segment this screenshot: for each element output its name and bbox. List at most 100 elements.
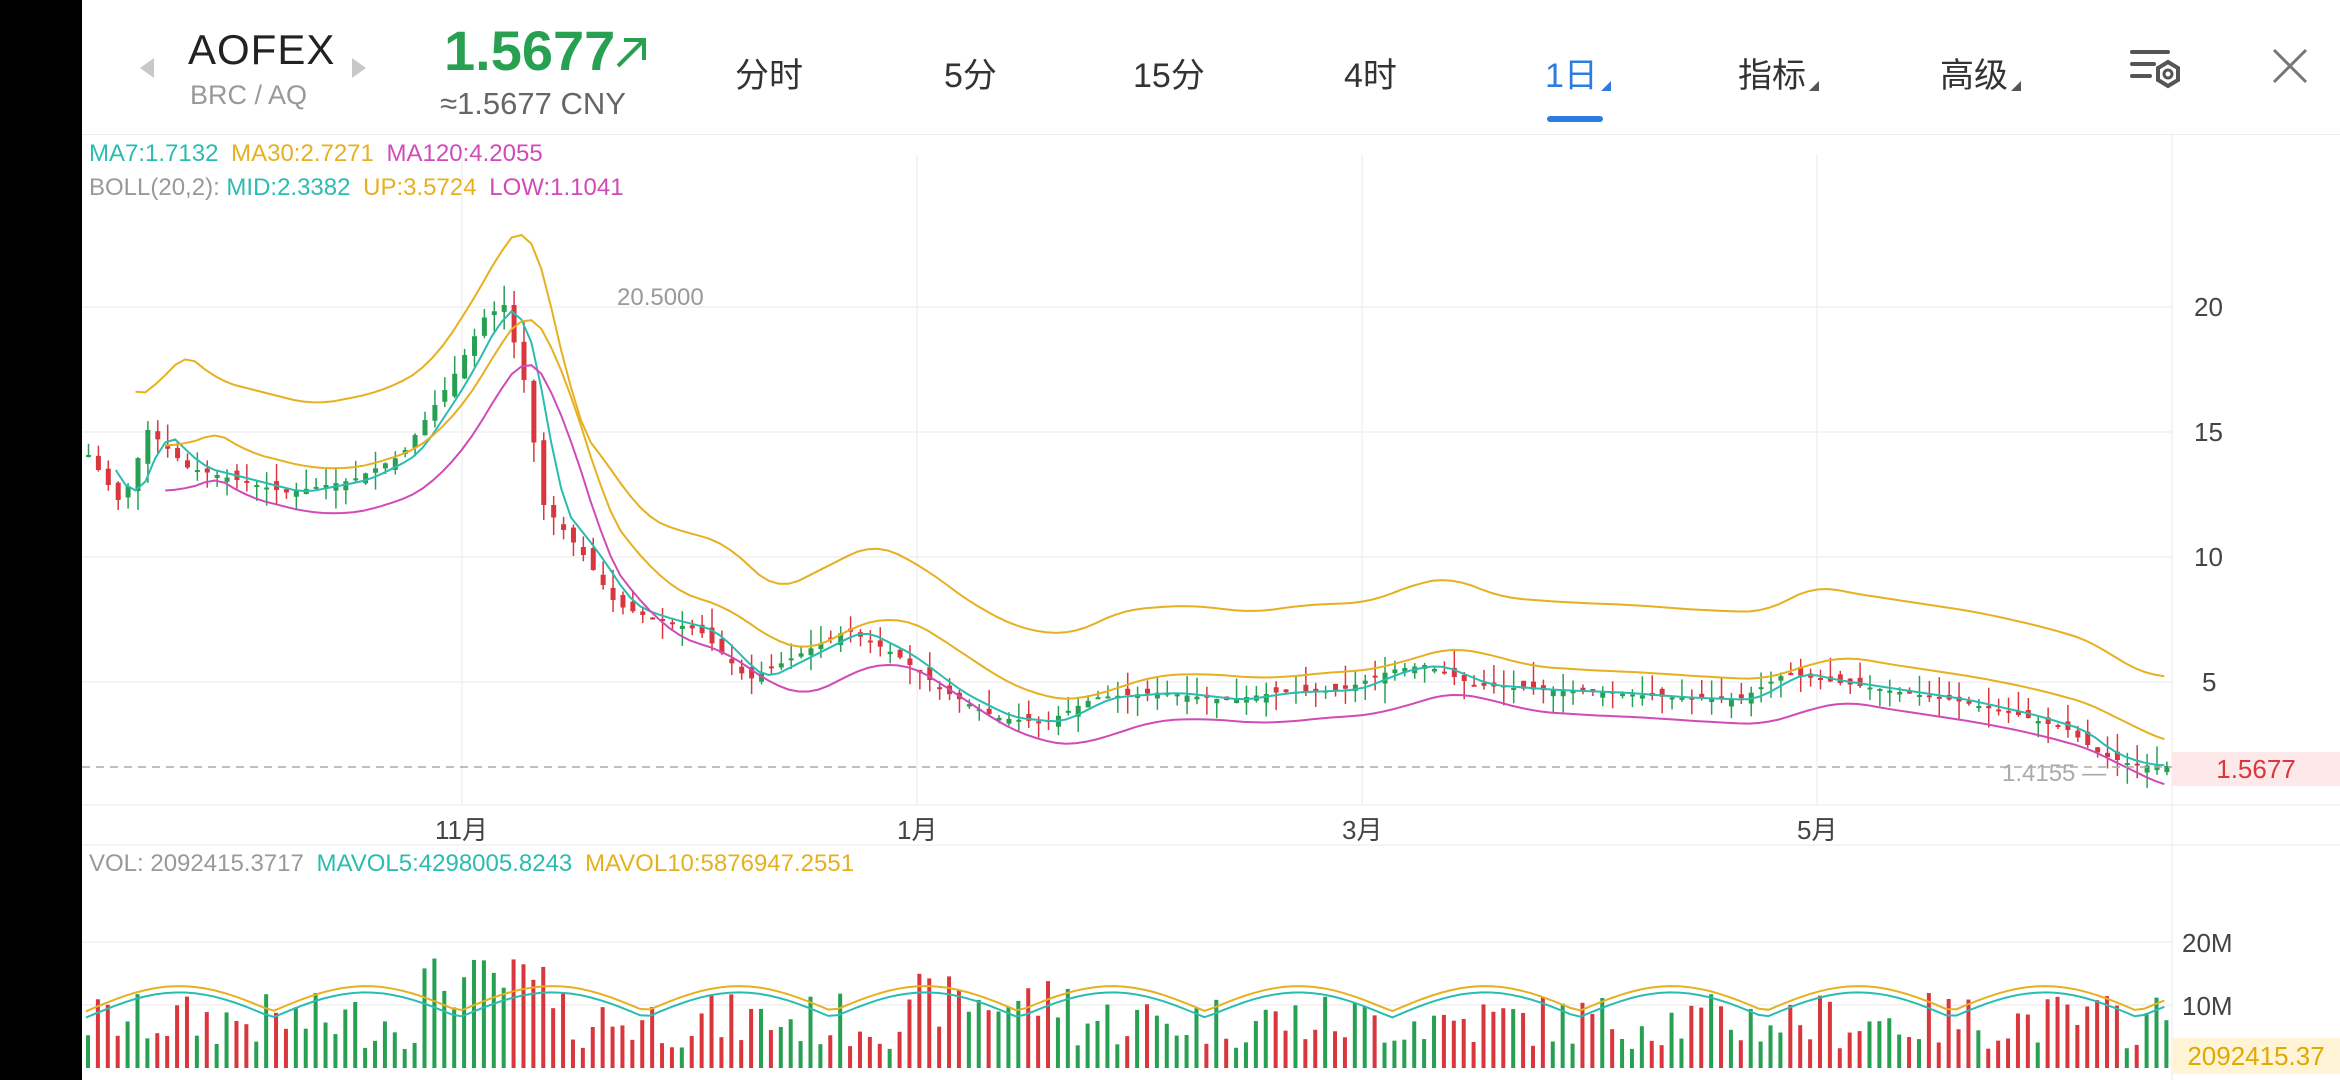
volume-bar <box>976 1000 981 1068</box>
candle <box>442 390 448 402</box>
candle <box>630 601 636 612</box>
candle <box>739 666 745 674</box>
candle <box>798 653 804 657</box>
volume-bar <box>462 977 467 1068</box>
tab-15min[interactable]: 15分 <box>1133 57 1205 95</box>
candle <box>1392 669 1398 674</box>
volume-bar <box>1887 1018 1892 1068</box>
volume-bar <box>1313 1029 1318 1068</box>
candle <box>1036 721 1042 724</box>
volume-ma-line <box>85 985 2165 1013</box>
candle <box>521 341 527 380</box>
volume-bar <box>1857 1031 1862 1068</box>
volume-bar <box>373 1040 378 1068</box>
volume-bar <box>749 1008 754 1068</box>
candle <box>887 651 893 655</box>
volume-bar <box>1303 1039 1308 1068</box>
tab-5min[interactable]: 5分 <box>944 57 997 95</box>
volume-bar <box>1451 1020 1456 1068</box>
chevron-right-icon[interactable] <box>344 48 374 88</box>
volume-bar <box>1184 1035 1189 1068</box>
volume-bar <box>966 1011 971 1068</box>
volume-bar <box>244 1024 249 1068</box>
candle <box>1709 699 1715 702</box>
pair-name[interactable]: AOFEX <box>188 26 336 73</box>
volume-bar <box>986 1010 991 1068</box>
volume-bar <box>323 1022 328 1068</box>
volume-bar <box>1778 1032 1783 1068</box>
tab-advanced[interactable]: 高级 <box>1940 48 2021 97</box>
candle <box>1996 709 2002 712</box>
volume-layer <box>85 958 2169 1068</box>
volume-bar <box>1026 988 1031 1068</box>
candle <box>1837 674 1843 683</box>
volume-bar <box>2134 1044 2139 1068</box>
chart-settings-icon[interactable] <box>2128 44 2184 92</box>
price-cny: ≈1.5677 CNY <box>440 86 626 121</box>
candle <box>501 305 507 312</box>
tab-time-share[interactable]: 分时 <box>735 57 803 95</box>
candle <box>412 435 418 449</box>
volume-bar <box>1600 998 1605 1068</box>
volume-bar <box>937 1026 942 1068</box>
ma7-value: MA7:1.7132 <box>89 140 219 167</box>
indicator-line <box>165 319 2165 741</box>
tab-4hour[interactable]: 4时 <box>1344 57 1397 95</box>
chevron-left-icon[interactable] <box>132 48 162 88</box>
volume-bar <box>382 1021 387 1068</box>
volume-bar <box>86 1035 90 1068</box>
volume-bar <box>105 1004 110 1068</box>
candle <box>1600 692 1606 698</box>
close-icon[interactable] <box>2268 44 2312 88</box>
candle <box>363 473 369 484</box>
candle <box>105 468 111 485</box>
candle <box>986 708 992 715</box>
volume-bar <box>887 1048 892 1068</box>
candle <box>1382 672 1388 684</box>
volume-bar <box>402 1049 407 1068</box>
candle <box>679 625 685 629</box>
volume-bar <box>1530 1045 1535 1068</box>
volume-bar <box>1956 1029 1961 1068</box>
candle <box>155 431 161 440</box>
volume-bar <box>95 999 100 1068</box>
candle <box>808 648 814 656</box>
candle <box>580 546 586 555</box>
candle <box>184 460 190 468</box>
candle <box>2055 725 2061 728</box>
kline-chart[interactable]: 20.5000 1.4155 — <box>82 135 2340 1080</box>
volume-bar <box>570 1039 575 1068</box>
candle <box>86 455 91 457</box>
boll-low-value: LOW:1.1041 <box>489 174 624 201</box>
volume-bar <box>412 1042 417 1068</box>
candle <box>1026 713 1032 721</box>
volume-bar <box>1511 1009 1516 1068</box>
candle <box>669 622 675 625</box>
volume-bar <box>2154 997 2159 1068</box>
candle <box>966 704 972 707</box>
low-annotation: 1.4155 — <box>2002 760 2106 787</box>
volume-bar <box>917 973 922 1068</box>
volume-bar <box>1629 1048 1634 1068</box>
candle <box>600 574 606 585</box>
candle <box>719 638 725 654</box>
volume-bar <box>768 1030 773 1068</box>
candle <box>897 649 903 658</box>
volume-bar <box>1649 1040 1654 1068</box>
volume-bar <box>1214 999 1219 1068</box>
candle <box>1798 666 1804 676</box>
candle <box>1402 668 1408 672</box>
volume-bar <box>1798 1025 1803 1068</box>
volume-bar <box>1055 1017 1060 1068</box>
candle <box>432 405 438 421</box>
volume-bar <box>274 1012 279 1068</box>
volume-bar <box>1243 1042 1248 1068</box>
volume-bar <box>541 966 546 1068</box>
tab-indicators[interactable]: 指标 <box>1738 48 1819 97</box>
tab-1day[interactable]: 1日 <box>1545 48 1611 97</box>
time-tick-nov: 11月 <box>435 815 488 845</box>
candle <box>264 487 270 490</box>
volume-bar <box>1352 1002 1357 1068</box>
candle <box>1877 689 1883 691</box>
volume-bar <box>857 1031 862 1068</box>
